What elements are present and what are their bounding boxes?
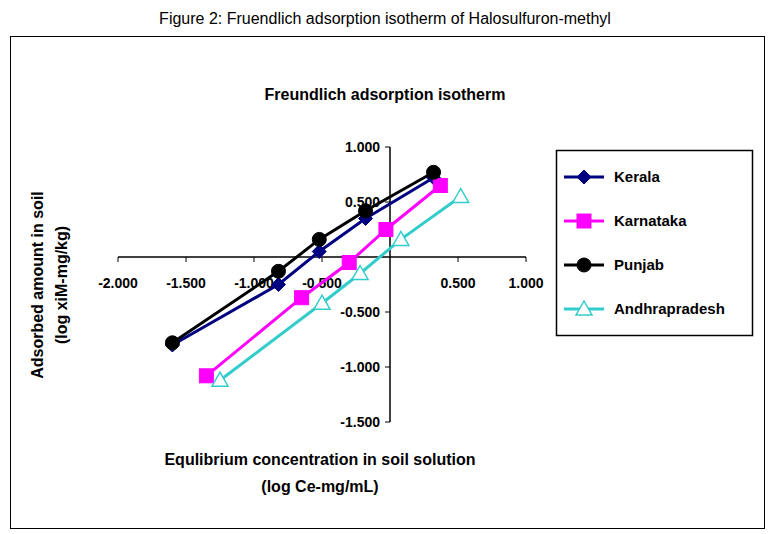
y-tick-label: 1.000 — [345, 139, 380, 155]
x-tick — [526, 257, 527, 262]
legend-label: Punjab — [614, 256, 664, 273]
data-point — [359, 204, 373, 218]
x-axis-title: Equlibrium concentration in soil solutio… — [164, 451, 475, 468]
y-tick — [385, 147, 390, 148]
chart-frame — [11, 37, 765, 529]
y-axis-title: (log xiM-mg/kg) — [53, 226, 70, 344]
legend-marker — [577, 214, 591, 228]
data-point — [352, 266, 368, 280]
data-point — [312, 232, 326, 246]
x-axis-title: (log Ce-mg/mL) — [261, 478, 378, 495]
data-point — [271, 278, 285, 292]
data-point — [427, 165, 441, 179]
x-tick — [118, 257, 119, 262]
y-tick — [385, 202, 390, 203]
x-tick — [254, 257, 255, 262]
data-point — [295, 291, 309, 305]
data-point — [271, 264, 285, 278]
chart-title: Freundlich adsorption isotherm — [265, 86, 506, 103]
x-tick-label: 0.500 — [440, 275, 475, 291]
y-tick — [385, 312, 390, 313]
legend-label: Kerala — [614, 168, 661, 185]
legend-marker — [577, 258, 591, 272]
x-tick — [322, 257, 323, 262]
legend-label: Andhrapradesh — [614, 300, 725, 317]
y-axis — [389, 147, 391, 422]
plot-area — [165, 165, 468, 386]
data-point — [199, 369, 213, 383]
data-point — [314, 295, 330, 309]
x-tick-label: 1.000 — [508, 275, 543, 291]
legend: Kerala Karnataka Punjab Andhrapradesh — [557, 151, 753, 336]
series-line — [220, 197, 461, 381]
x-tick — [186, 257, 187, 262]
x-tick-label: -2.000 — [98, 275, 138, 291]
x-tick-label: -1.500 — [166, 275, 206, 291]
data-point — [433, 179, 447, 193]
chart: Figure 2: Fruendlich adsorption isotherm… — [0, 0, 772, 534]
series-line — [206, 186, 440, 376]
y-axis-title: Adsorbed amount in soil — [29, 191, 46, 379]
data-point — [379, 223, 393, 237]
x-tick — [458, 257, 459, 262]
legend-marker — [577, 170, 591, 184]
data-point — [342, 256, 356, 270]
y-tick — [385, 367, 390, 368]
y-tick — [385, 422, 390, 423]
data-point — [453, 189, 469, 203]
y-tick-label: -1.500 — [340, 414, 380, 430]
legend-box — [557, 151, 753, 336]
data-point — [165, 336, 179, 350]
y-tick-label: -0.500 — [340, 304, 380, 320]
y-tick-label: -1.000 — [340, 359, 380, 375]
data-point — [393, 231, 409, 245]
legend-label: Karnataka — [614, 212, 687, 229]
caption: Figure 2: Fruendlich adsorption isotherm… — [159, 10, 611, 27]
data-point — [212, 372, 228, 386]
legend-marker — [576, 301, 592, 315]
series-line — [172, 178, 433, 345]
